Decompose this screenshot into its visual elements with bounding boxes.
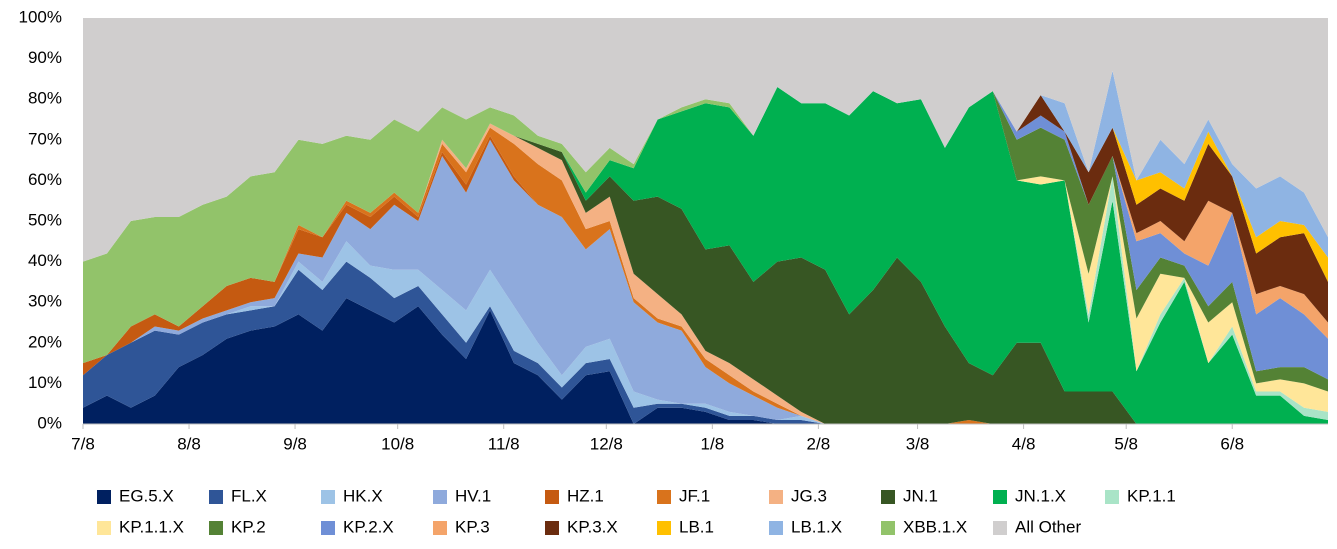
legend-label: KP.1.1.X bbox=[119, 517, 184, 536]
y-tick-label: 60% bbox=[28, 170, 62, 189]
y-tick-label: 70% bbox=[28, 129, 62, 148]
area bbox=[83, 87, 1328, 425]
legend-swatch bbox=[321, 521, 335, 535]
legend-label: HZ.1 bbox=[567, 486, 604, 505]
legend-swatch bbox=[321, 490, 335, 504]
x-tick-label: 9/8 bbox=[283, 434, 307, 453]
legend-swatch bbox=[657, 521, 671, 535]
legend-label: HV.1 bbox=[455, 486, 491, 505]
y-tick-label: 0% bbox=[37, 413, 62, 432]
legend-swatch bbox=[769, 521, 783, 535]
y-tick-label: 100% bbox=[19, 7, 62, 26]
legend-swatch bbox=[657, 490, 671, 504]
area bbox=[83, 123, 1328, 424]
legend-label: EG.5.X bbox=[119, 486, 174, 505]
legend-swatch bbox=[545, 521, 559, 535]
x-tick-label: 5/8 bbox=[1114, 434, 1138, 453]
area bbox=[83, 70, 1328, 364]
legend-swatch bbox=[881, 490, 895, 504]
x-tick-label: 10/8 bbox=[381, 434, 414, 453]
legend-label: KP.3.X bbox=[567, 517, 618, 536]
legend-swatch bbox=[881, 521, 895, 535]
legend-label: KP.1.1 bbox=[1127, 486, 1176, 505]
x-tick-label: 7/8 bbox=[71, 434, 95, 453]
y-tick-label: 80% bbox=[28, 89, 62, 108]
x-tick-label: 8/8 bbox=[177, 434, 201, 453]
y-tick-label: 20% bbox=[28, 332, 62, 351]
y-tick-label: 30% bbox=[28, 292, 62, 311]
legend-swatch bbox=[97, 490, 111, 504]
x-tick-label: 1/8 bbox=[701, 434, 725, 453]
legend-swatch bbox=[433, 521, 447, 535]
legend-label: All Other bbox=[1015, 517, 1081, 536]
x-tick-label: 2/8 bbox=[807, 434, 831, 453]
legend-label: JF.1 bbox=[679, 486, 710, 505]
x-tick-label: 4/8 bbox=[1012, 434, 1036, 453]
x-tick-label: 12/8 bbox=[590, 434, 623, 453]
legend-swatch bbox=[1105, 490, 1119, 504]
legend-swatch bbox=[993, 521, 1007, 535]
area bbox=[83, 298, 1328, 424]
legend-label: LB.1 bbox=[679, 517, 714, 536]
area bbox=[83, 87, 1328, 412]
area bbox=[83, 139, 1328, 425]
x-tick-label: 6/8 bbox=[1220, 434, 1244, 453]
legend-swatch bbox=[993, 490, 1007, 504]
legend-swatch bbox=[209, 490, 223, 504]
y-tick-label: 90% bbox=[28, 48, 62, 67]
legend-swatch bbox=[209, 521, 223, 535]
legend-label: KP.2.X bbox=[343, 517, 394, 536]
y-tick-label: 50% bbox=[28, 210, 62, 229]
legend-label: HK.X bbox=[343, 486, 383, 505]
legend-swatch bbox=[545, 490, 559, 504]
legend-label: KP.3 bbox=[455, 517, 490, 536]
area bbox=[83, 127, 1328, 425]
area bbox=[83, 241, 1328, 424]
legend-label: FL.X bbox=[231, 486, 267, 505]
y-tick-label: 10% bbox=[28, 373, 62, 392]
legend-swatch bbox=[769, 490, 783, 504]
legend-swatch bbox=[97, 521, 111, 535]
x-tick-label: 11/8 bbox=[488, 434, 520, 453]
legend-label: XBB.1.X bbox=[903, 517, 967, 536]
legend-label: JN.1.X bbox=[1015, 486, 1066, 505]
legend-label: JG.3 bbox=[791, 486, 827, 505]
x-tick-label: 3/8 bbox=[906, 434, 930, 453]
y-tick-label: 40% bbox=[28, 251, 62, 270]
legend-label: JN.1 bbox=[903, 486, 938, 505]
area bbox=[83, 18, 1328, 262]
legend-swatch bbox=[433, 490, 447, 504]
legend-label: LB.1.X bbox=[791, 517, 842, 536]
legend-label: KP.2 bbox=[231, 517, 266, 536]
area bbox=[83, 261, 1328, 424]
area bbox=[83, 87, 1328, 392]
